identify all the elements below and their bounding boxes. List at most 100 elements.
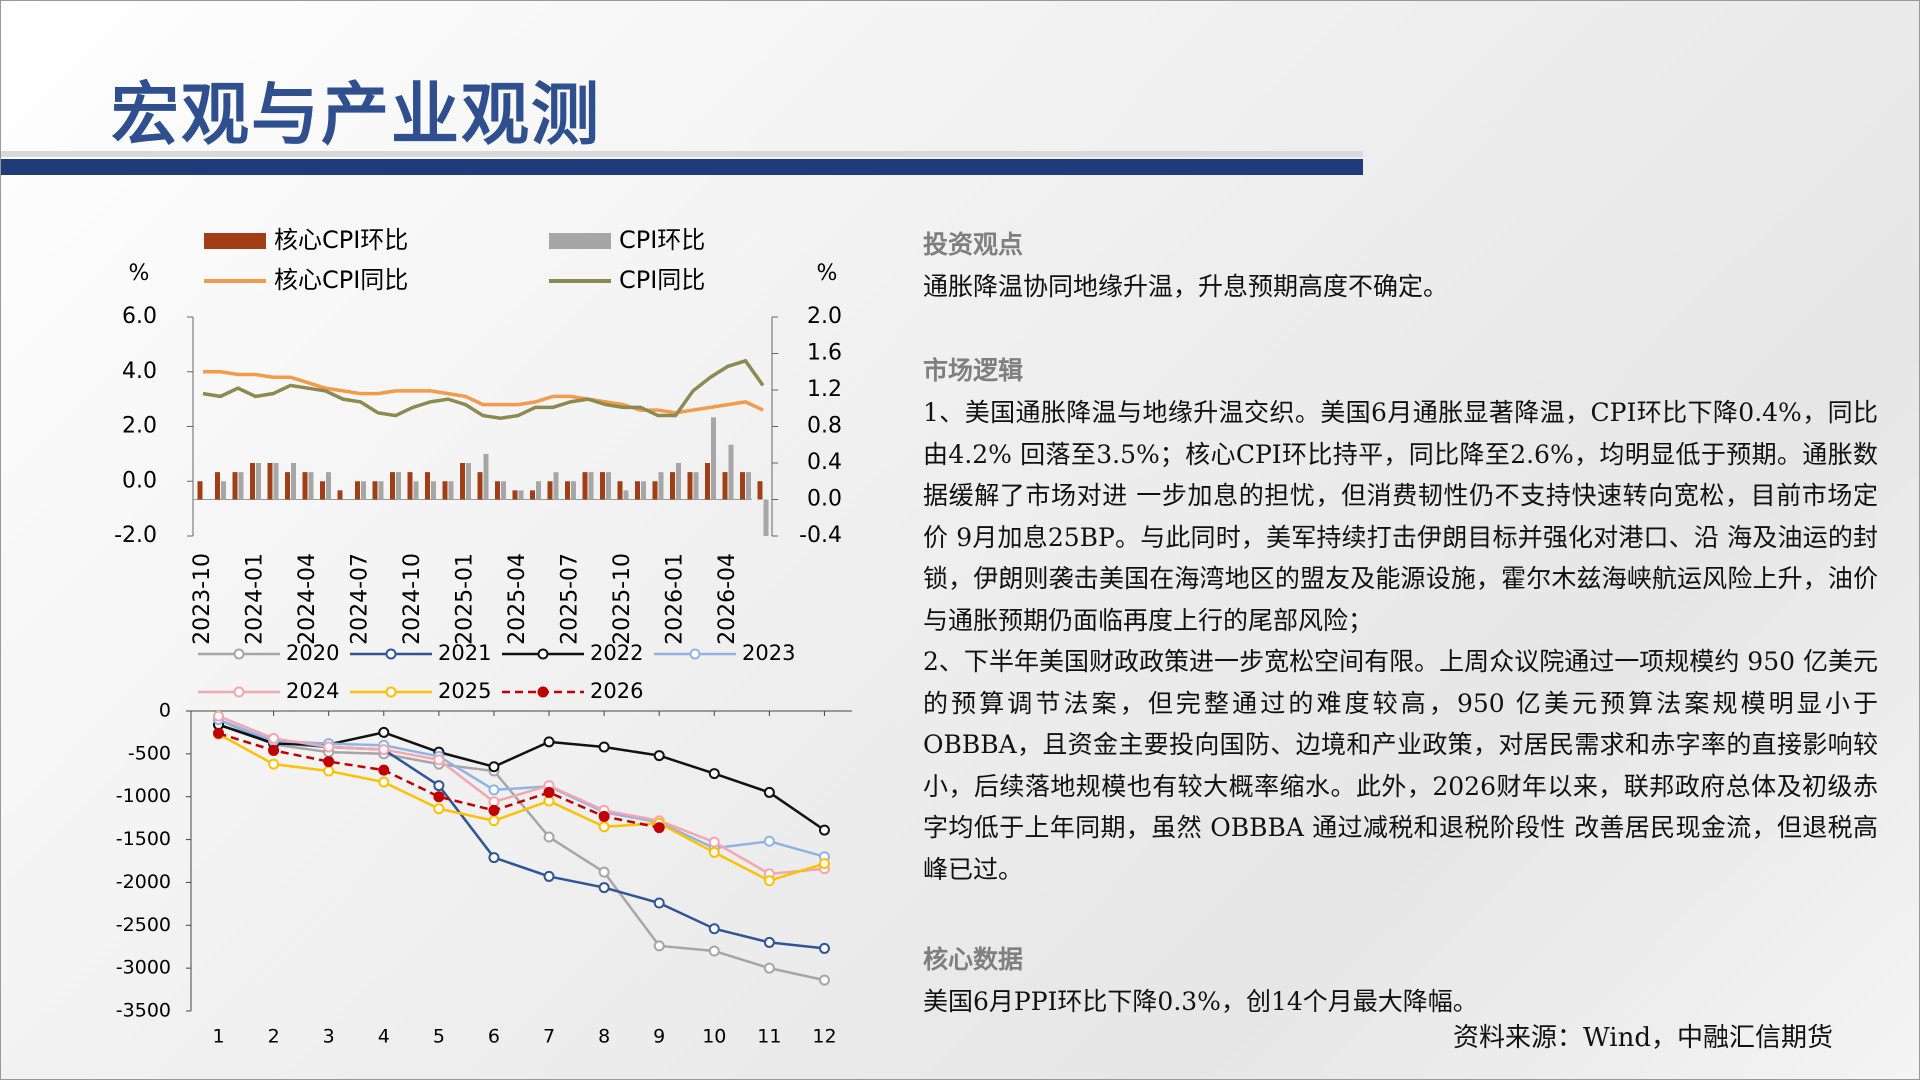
bar [396, 472, 401, 500]
bar [711, 417, 716, 500]
bar [477, 472, 483, 500]
legend-marker [689, 648, 701, 660]
bar [320, 481, 325, 500]
x-tick-label: 2 [268, 1026, 280, 1048]
bar [600, 472, 605, 500]
legend-label: 2025 [438, 679, 491, 703]
legend-marker [537, 648, 549, 660]
legend-label: CPI环比 [619, 226, 705, 254]
bar [413, 481, 419, 500]
point-marker [543, 831, 555, 843]
line-series [218, 723, 826, 832]
legend-swatch [549, 233, 611, 249]
bar [302, 472, 308, 500]
point-marker [708, 945, 720, 957]
x-tick-label: 2025-10 [610, 553, 635, 645]
legend-label: 2021 [438, 641, 491, 665]
point-marker [653, 940, 665, 952]
point-marker [488, 761, 500, 773]
point-marker [763, 835, 775, 847]
point-marker [433, 803, 445, 815]
point-marker [653, 750, 665, 762]
bar [518, 490, 524, 500]
point-marker [543, 786, 555, 798]
bar [687, 472, 693, 500]
legend-marker [385, 648, 397, 660]
point-marker [268, 744, 280, 756]
bar [536, 481, 541, 500]
point-marker [763, 875, 775, 887]
bar [547, 481, 553, 500]
point-marker [818, 942, 830, 954]
x-tick-label: 7 [543, 1026, 555, 1048]
point-marker [488, 804, 500, 816]
y2-tick-label: 0.0 [807, 487, 842, 512]
bar [693, 472, 699, 500]
bar [337, 490, 343, 500]
bar [512, 490, 518, 500]
point-marker [213, 727, 225, 739]
bar [390, 472, 395, 500]
bar [238, 472, 244, 500]
point-marker [488, 784, 500, 796]
bar [285, 472, 290, 500]
x-tick-label: 2024-01 [243, 553, 268, 645]
point-marker [708, 836, 720, 848]
y-tick-label: -3000 [116, 957, 171, 979]
slide-title: 宏观与产业观测 [111, 75, 602, 155]
y-axis-label: % [129, 261, 150, 286]
section-heading: 市场逻辑 [923, 356, 1024, 385]
point-marker [763, 962, 775, 974]
paragraph: 通胀降温协同地缘升温，升息预期高度不确定。 [923, 272, 1449, 301]
y2-tick-label: 2.0 [807, 304, 842, 329]
point-marker [323, 765, 335, 777]
point-marker [543, 870, 555, 882]
line-series [202, 358, 765, 421]
bar [501, 481, 506, 500]
bar [431, 481, 436, 500]
legend-marker [385, 686, 397, 698]
bar [740, 472, 745, 500]
point-marker [268, 758, 280, 770]
x-tick-label: 2023-10 [190, 553, 215, 645]
y2-tick-label: 1.2 [807, 377, 842, 402]
line-series [203, 370, 764, 415]
legend-swatch [204, 233, 266, 249]
legend-label: 2022 [590, 641, 643, 665]
legend-label: 2024 [286, 679, 339, 703]
x-tick-label: 10 [702, 1026, 726, 1048]
paragraph: 1、美国通胀降温与地缘升温交织。美国6月通胀显著降温，CPI环比下降0.4%，同… [923, 398, 1878, 635]
bar [670, 472, 675, 500]
x-tick-label: 2025-07 [558, 553, 583, 645]
y-tick-label: -3500 [116, 1000, 171, 1022]
bar [483, 453, 489, 500]
bar [361, 481, 366, 500]
x-tick-label: 3 [323, 1026, 335, 1048]
bar [746, 472, 751, 500]
x-tick-label: 12 [812, 1026, 836, 1048]
point-marker [323, 756, 335, 768]
point-marker [378, 726, 390, 738]
paragraph: 美国6月PPI环比下降0.3%，创14个月最大降幅。 [923, 987, 1478, 1016]
bar [232, 472, 238, 500]
point-marker [763, 786, 775, 798]
x-tick-label: 5 [433, 1026, 445, 1048]
point-marker [433, 780, 445, 792]
bar [378, 481, 384, 500]
y2-tick-label: 0.8 [807, 414, 842, 439]
x-tick-label: 2026-01 [663, 553, 688, 645]
y-tick-label: 2.0 [122, 414, 157, 439]
x-tick-label: 2026-04 [715, 553, 740, 645]
point-marker [433, 754, 445, 766]
bar [448, 481, 454, 500]
legend-label: 2026 [590, 679, 643, 703]
bar [308, 472, 314, 500]
y-tick-label: 0 [159, 700, 171, 722]
bar [728, 444, 734, 500]
y2-tick-label: -0.4 [799, 523, 842, 548]
point-marker [653, 822, 665, 834]
bar [495, 481, 500, 500]
point-marker [598, 866, 610, 878]
y-tick-label: -1500 [116, 828, 171, 850]
